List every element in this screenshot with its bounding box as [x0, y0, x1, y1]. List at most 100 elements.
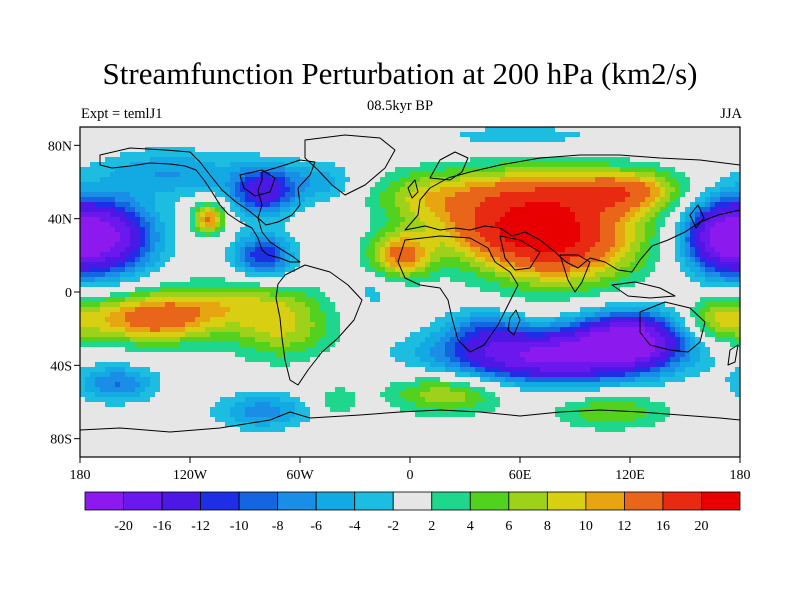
field-cell [320, 312, 326, 318]
field-cell [280, 202, 286, 208]
field-cell [565, 132, 571, 138]
field-cell [470, 297, 476, 303]
field-cell [140, 127, 146, 133]
field-cell [475, 197, 481, 203]
field-cell [535, 292, 541, 298]
field-cell [80, 202, 86, 208]
field-cell [655, 192, 661, 198]
field-cell [80, 277, 86, 283]
field-cell [425, 187, 431, 193]
field-cell [570, 157, 576, 163]
field-cell [695, 152, 701, 158]
field-cell [500, 277, 506, 283]
field-cell [150, 217, 156, 223]
field-cell [610, 142, 616, 148]
field-cell [585, 292, 591, 298]
field-cell [690, 277, 696, 283]
field-cell [100, 192, 106, 198]
field-cell [600, 187, 606, 193]
field-cell [490, 207, 496, 213]
field-cell [305, 177, 311, 183]
field-cell [195, 137, 201, 143]
field-cell [695, 307, 701, 313]
field-cell [450, 267, 456, 273]
field-cell [430, 287, 436, 293]
field-cell [280, 212, 286, 218]
field-cell [155, 277, 161, 283]
field-cell [85, 142, 91, 148]
field-cell [660, 192, 666, 198]
field-cell [410, 257, 416, 263]
field-cell [515, 252, 521, 258]
field-cell [520, 197, 526, 203]
field-cell [270, 302, 276, 308]
field-cell [470, 182, 476, 188]
field-cell [505, 272, 511, 278]
field-cell [245, 157, 251, 163]
field-cell [480, 287, 486, 293]
field-cell [735, 197, 740, 203]
field-cell [650, 227, 656, 233]
field-cell [435, 282, 441, 288]
field-cell [220, 192, 226, 198]
field-cell [280, 287, 286, 293]
field-cell [560, 237, 566, 243]
field-cell [610, 177, 616, 183]
field-cell [570, 217, 576, 223]
field-cell [270, 267, 276, 273]
field-cell [130, 177, 136, 183]
field-cell [590, 277, 596, 283]
field-cell [540, 162, 546, 168]
field-cell [235, 282, 241, 288]
field-cell [265, 152, 271, 158]
field-cell [170, 187, 176, 193]
field-cell [540, 167, 546, 173]
field-cell [150, 157, 156, 163]
field-cell [305, 247, 311, 253]
field-cell [515, 277, 521, 283]
field-cell [500, 287, 506, 293]
field-cell [150, 172, 156, 178]
field-cell [630, 292, 636, 298]
field-cell [85, 127, 91, 133]
field-cell [90, 262, 96, 268]
field-cell [400, 157, 406, 163]
field-cell [640, 227, 646, 233]
field-cell [360, 312, 366, 318]
field-cell [550, 137, 556, 143]
field-cell [80, 147, 86, 153]
field-cell [335, 297, 341, 303]
field-cell [300, 202, 306, 208]
field-cell [665, 232, 671, 238]
field-cell [370, 257, 376, 263]
field-cell [590, 197, 596, 203]
field-cell [240, 232, 246, 238]
field-cell [215, 257, 221, 263]
field-cell [510, 177, 516, 183]
field-cell [490, 247, 496, 253]
field-cell [90, 267, 96, 273]
field-cell [440, 307, 446, 313]
field-cell [115, 292, 121, 298]
field-cell [110, 127, 116, 133]
field-cell [560, 232, 566, 238]
field-cell [125, 287, 131, 293]
field-cell [505, 152, 511, 158]
field-cell [130, 312, 136, 318]
field-cell [240, 237, 246, 243]
field-cell [490, 137, 496, 143]
field-cell [730, 262, 736, 268]
field-cell [475, 137, 481, 143]
field-cell [705, 152, 711, 158]
field-cell [580, 227, 586, 233]
field-cell [395, 252, 401, 258]
field-cell [430, 247, 436, 253]
field-cell [465, 147, 471, 153]
field-cell [375, 177, 381, 183]
field-cell [205, 197, 211, 203]
field-cell [245, 297, 251, 303]
field-cell [710, 242, 716, 248]
field-cell [445, 242, 451, 248]
field-cell [665, 287, 671, 293]
field-cell [395, 132, 401, 138]
